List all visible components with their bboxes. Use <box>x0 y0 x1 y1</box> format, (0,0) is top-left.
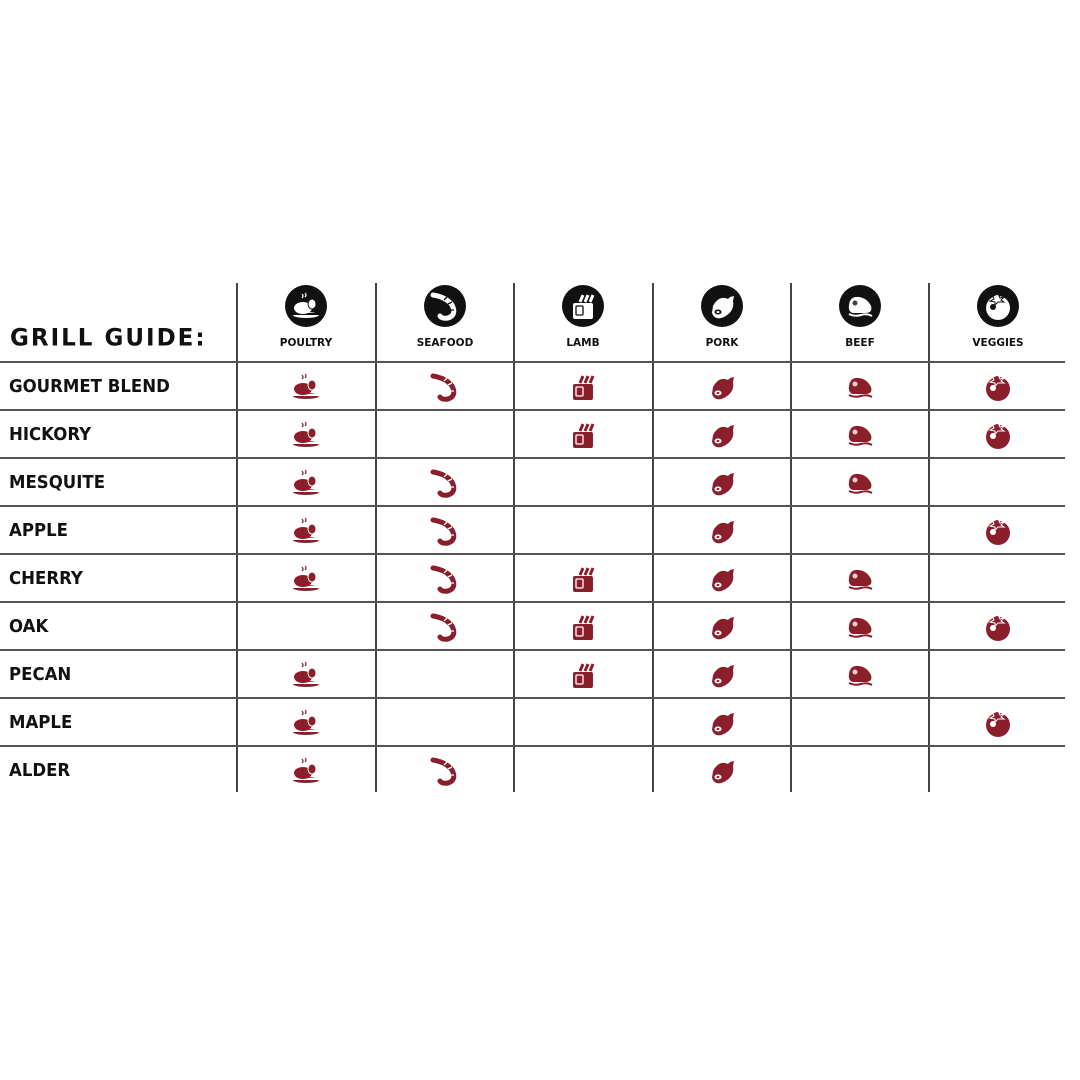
row-label-cherry: CHERRY <box>9 568 83 589</box>
column-divider <box>236 283 238 792</box>
column-label: VEGGIES <box>972 337 1024 349</box>
lamb-rack-icon <box>514 411 652 459</box>
tomato-icon <box>929 603 1067 651</box>
poultry-icon <box>237 651 375 699</box>
column-divider <box>375 283 377 792</box>
column-header-pork: PORK <box>653 283 791 362</box>
row-label-hickory: HICKORY <box>9 424 92 445</box>
column-divider <box>652 283 654 792</box>
column-divider <box>790 283 792 792</box>
tomato-icon <box>977 285 1019 327</box>
shrimp-icon <box>376 747 514 795</box>
row-divider <box>0 649 1065 651</box>
ham-icon <box>701 285 743 327</box>
poultry-icon <box>237 747 375 795</box>
poultry-icon <box>285 285 327 327</box>
shrimp-icon <box>376 603 514 651</box>
poultry-icon <box>237 411 375 459</box>
column-header-lamb: LAMB <box>514 283 652 362</box>
poultry-icon <box>237 555 375 603</box>
ham-icon <box>653 747 791 795</box>
poultry-icon <box>237 699 375 747</box>
tomato-icon <box>929 507 1067 555</box>
lamb-rack-icon <box>514 363 652 411</box>
tomato-icon <box>929 411 1067 459</box>
column-divider <box>513 283 515 792</box>
shrimp-icon <box>376 555 514 603</box>
row-divider <box>0 409 1065 411</box>
row-divider <box>0 505 1065 507</box>
steak-icon <box>791 459 929 507</box>
row-label-apple: APPLE <box>9 520 68 541</box>
row-divider <box>0 697 1065 699</box>
ham-icon <box>653 555 791 603</box>
row-label-oak: OAK <box>9 616 49 637</box>
column-label: PORK <box>705 337 739 349</box>
row-label-gourmet-blend: GOURMET BLEND <box>9 376 170 397</box>
steak-icon <box>839 285 881 327</box>
poultry-icon <box>237 363 375 411</box>
lamb-rack-icon <box>562 285 604 327</box>
poultry-icon <box>237 459 375 507</box>
lamb-rack-icon <box>514 603 652 651</box>
ham-icon <box>653 459 791 507</box>
ham-icon <box>653 363 791 411</box>
shrimp-icon <box>424 285 466 327</box>
lamb-rack-icon <box>514 651 652 699</box>
ham-icon <box>653 507 791 555</box>
row-divider <box>0 553 1065 555</box>
column-label: POULTRY <box>279 337 333 349</box>
row-label-pecan: PECAN <box>9 664 72 685</box>
steak-icon <box>791 363 929 411</box>
column-label: BEEF <box>845 337 875 349</box>
shrimp-icon <box>376 363 514 411</box>
shrimp-icon <box>376 459 514 507</box>
ham-icon <box>653 411 791 459</box>
tomato-icon <box>929 363 1067 411</box>
column-divider <box>928 283 930 792</box>
steak-icon <box>791 411 929 459</box>
poultry-icon <box>237 507 375 555</box>
shrimp-icon <box>376 507 514 555</box>
tomato-icon <box>929 699 1067 747</box>
ham-icon <box>653 603 791 651</box>
column-header-seafood: SEAFOOD <box>376 283 514 362</box>
row-divider <box>0 457 1065 459</box>
ham-icon <box>653 651 791 699</box>
column-label: LAMB <box>566 337 600 349</box>
column-header-beef: BEEF <box>791 283 929 362</box>
steak-icon <box>791 555 929 603</box>
row-label-alder: ALDER <box>9 760 71 781</box>
column-label: SEAFOOD <box>416 337 474 349</box>
row-divider <box>0 601 1065 603</box>
steak-icon <box>791 603 929 651</box>
steak-icon <box>791 651 929 699</box>
ham-icon <box>653 699 791 747</box>
lamb-rack-icon <box>514 555 652 603</box>
row-label-maple: MAPLE <box>9 712 73 733</box>
row-divider <box>0 745 1065 747</box>
page-title: GRILL GUIDE: <box>10 324 207 352</box>
column-header-poultry: POULTRY <box>237 283 375 362</box>
row-divider <box>0 361 1065 363</box>
column-header-veggies: VEGGIES <box>929 283 1067 362</box>
row-label-mesquite: MESQUITE <box>9 472 106 493</box>
